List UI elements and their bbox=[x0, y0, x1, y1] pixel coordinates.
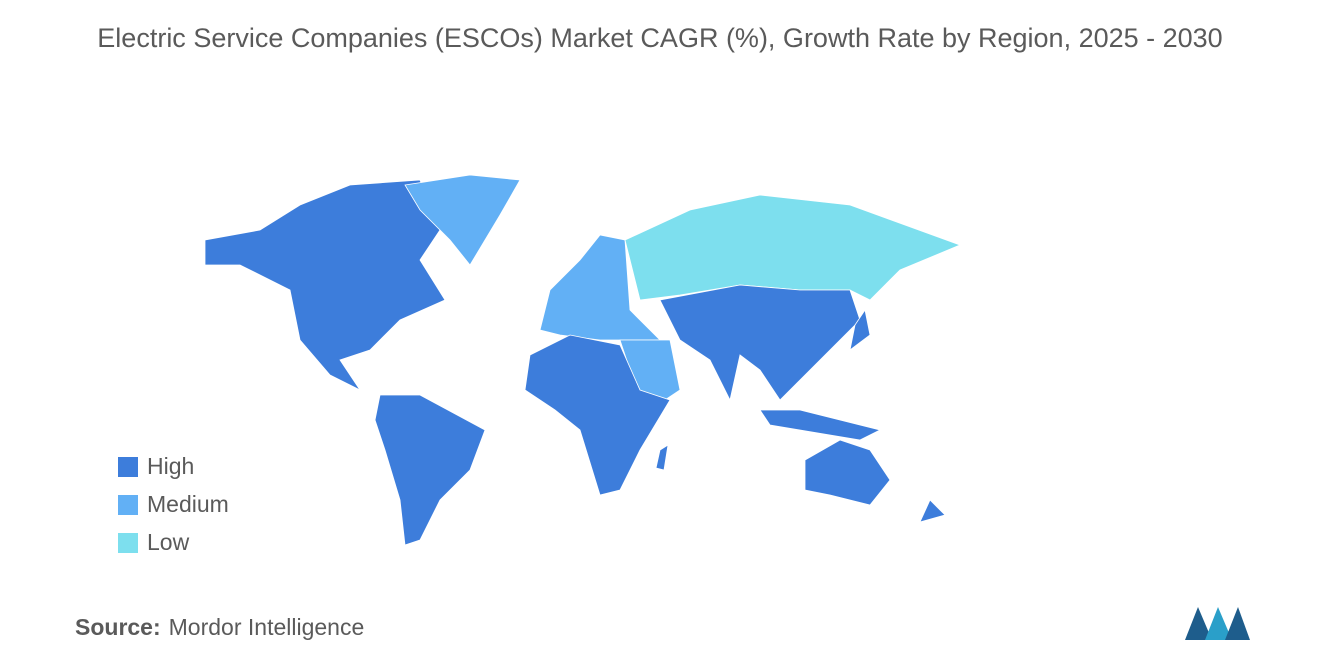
japan bbox=[849, 308, 871, 351]
legend-swatch bbox=[118, 456, 138, 477]
source-text: Mordor Intelligence bbox=[168, 614, 365, 640]
asia bbox=[659, 284, 861, 402]
africa bbox=[524, 334, 671, 496]
legend-label: Medium bbox=[147, 491, 229, 517]
legend-item: High bbox=[118, 453, 194, 480]
australia bbox=[804, 439, 891, 506]
legend-swatch bbox=[118, 494, 138, 515]
legend-label: Low bbox=[147, 529, 190, 555]
new-zealand bbox=[919, 499, 946, 523]
legend-label: High bbox=[147, 453, 195, 479]
source-label: Source: bbox=[75, 614, 161, 640]
source: Source: Mordor Intelligence bbox=[75, 614, 364, 641]
legend-item: Low bbox=[118, 529, 189, 556]
north-america bbox=[204, 179, 446, 392]
south-america bbox=[374, 394, 486, 546]
madagascar bbox=[655, 444, 669, 471]
legend-swatch bbox=[118, 532, 138, 553]
russia bbox=[624, 194, 962, 301]
chart-title: Electric Service Companies (ESCOs) Marke… bbox=[97, 23, 1223, 53]
greenland bbox=[404, 174, 521, 266]
legend-item: Medium bbox=[118, 491, 229, 518]
southeast-asia bbox=[759, 409, 882, 441]
logo bbox=[1185, 607, 1250, 640]
